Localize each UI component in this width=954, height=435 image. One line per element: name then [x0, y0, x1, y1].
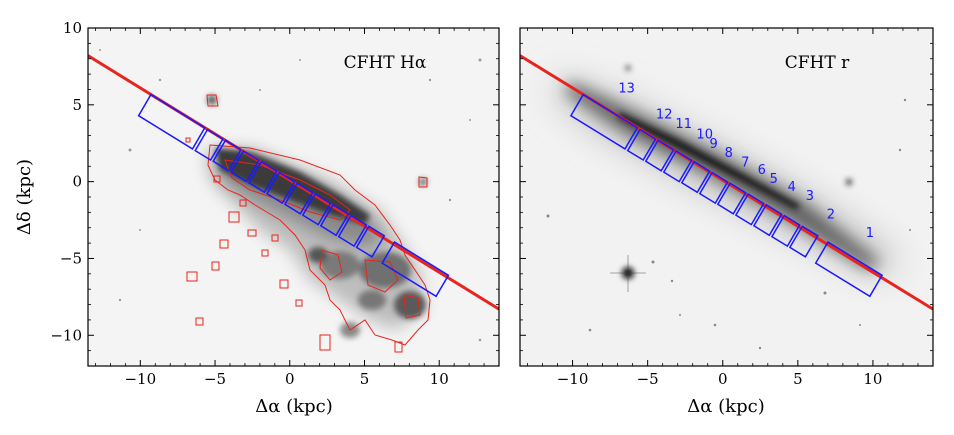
r-band-title: CFHT r — [785, 53, 850, 73]
halpha-image — [88, 28, 499, 366]
x-tick-label: 5 — [793, 370, 803, 388]
aperture-box-8 — [301, 192, 332, 226]
aperture-box-1 — [137, 93, 206, 150]
bin-label-11: 11 — [675, 117, 692, 132]
halpha-axes: −10 −5 0 5 10 −10 −5 0 5 10 — [50, 19, 500, 388]
bin-label-6: 6 — [758, 163, 766, 178]
x-tick-label: −5 — [204, 370, 226, 388]
bin-label-13: 13 — [618, 82, 635, 97]
halpha-xlabel: Δα (kpc) — [255, 396, 332, 417]
aperture-box-6 — [698, 171, 729, 205]
x-tick-label: −10 — [557, 370, 589, 388]
y-tick-label: −5 — [60, 249, 82, 267]
bin-label-10: 10 — [696, 128, 713, 143]
bin-label-5: 5 — [770, 172, 778, 187]
bin-label-2: 2 — [827, 208, 835, 223]
halpha-panel: CFHT Hα −10 −5 0 5 10 −10 −5 0 5 10 Δα (kpc) Δδ (… — [14, 19, 500, 417]
aperture-box-2 — [626, 128, 657, 162]
aperture-box-10 — [770, 214, 801, 248]
ylabel: Δδ (kpc) — [14, 159, 35, 235]
aperture-box-12 — [381, 241, 450, 298]
bin-label-12: 12 — [656, 108, 673, 123]
aperture-box-3 — [212, 139, 242, 172]
halpha-contours — [185, 94, 431, 353]
aperture-boxes — [137, 93, 450, 298]
y-tick-label: 5 — [72, 96, 82, 114]
x-tick-label: 5 — [360, 370, 370, 388]
halpha-title: CFHT Hα — [344, 53, 427, 73]
y-tick-label: −10 — [50, 326, 82, 344]
aperture-box-5 — [680, 160, 711, 194]
aperture-box-7 — [283, 182, 314, 215]
aperture-box-12 — [814, 241, 884, 298]
x-tick-label: −10 — [124, 370, 156, 388]
y-tick-label: 10 — [63, 19, 82, 37]
aperture-box-11 — [788, 225, 819, 258]
aperture-box-11 — [355, 225, 386, 258]
aperture-box-9 — [752, 203, 783, 237]
aperture-box-7 — [716, 182, 747, 215]
y-tick-label: 0 — [72, 173, 82, 191]
aperture-boxes — [569, 93, 884, 298]
bin-label-7: 7 — [741, 155, 749, 170]
bin-label-8: 8 — [725, 146, 733, 161]
r-band-xlabel: Δα (kpc) — [687, 396, 764, 417]
x-tick-label: −5 — [637, 370, 659, 388]
aperture-box-5 — [247, 160, 278, 194]
aperture-box-4 — [662, 149, 693, 183]
aperture-box-8 — [734, 192, 765, 226]
aperture-box-1 — [569, 93, 639, 150]
x-tick-label: 10 — [863, 370, 882, 388]
aperture-box-9 — [319, 203, 350, 237]
bin-label-4: 4 — [788, 180, 796, 195]
x-tick-label: 0 — [718, 370, 728, 388]
aperture-box-4 — [230, 149, 260, 183]
aperture-box-2 — [194, 128, 224, 162]
aperture-box-10 — [337, 214, 368, 248]
bin-label-9: 9 — [710, 137, 718, 152]
bin-label-3: 3 — [806, 189, 814, 204]
aperture-box-6 — [265, 171, 296, 205]
r-band-axes: −10 −5 0 5 10 — [520, 27, 934, 388]
aperture-box-3 — [644, 139, 675, 172]
x-tick-label: 0 — [285, 370, 295, 388]
x-tick-label: 10 — [430, 370, 449, 388]
bin-label-1: 1 — [866, 226, 874, 241]
